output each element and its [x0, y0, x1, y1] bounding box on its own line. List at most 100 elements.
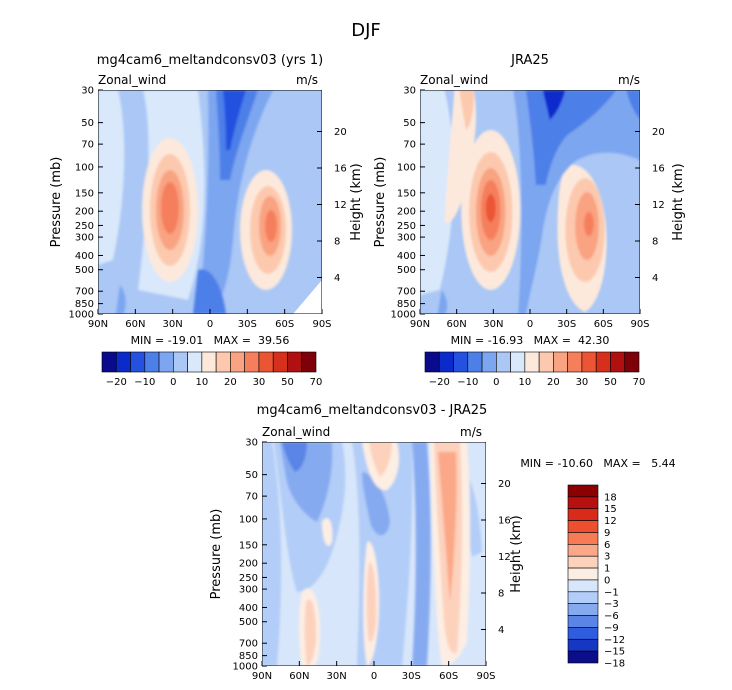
panel-model-colorbar-swatch	[244, 351, 260, 373]
panel-obs-colorbar-swatch	[467, 351, 483, 373]
panel-model-colorbar-swatch	[158, 351, 174, 373]
panel-diff-xtick-label: 60N	[289, 671, 309, 682]
panel-model-ticks: 90N 60N 30N 0 30S 60S 90S 30 50 70 100 150 200 250300…	[69, 86, 347, 331]
panel-model-colorbar: −20 −10 0 10 20 30 50 70	[101, 351, 322, 388]
panel-model-xtick-label: 90N	[88, 319, 108, 330]
panel-obs-plot	[420, 90, 640, 314]
panel-obs-yrtick-label: 16	[652, 163, 665, 174]
panel-diff-yrtick-label: 20	[498, 479, 511, 490]
panel-model-easterly-1	[198, 90, 273, 314]
panel-model-easterly-3	[223, 90, 246, 150]
panel-diff-colorbar-swatch	[567, 532, 599, 545]
panel-diff-colorbar-swatch	[567, 484, 599, 498]
panel-obs-colorbar-swatch	[624, 351, 640, 373]
panel-obs-colorbar-swatch	[581, 351, 597, 373]
panel-model-ylabel: Pressure (mb)	[49, 157, 64, 248]
panel-diff-colorbar-swatch	[567, 615, 599, 628]
panel-obs-colorbar-swatch	[438, 351, 454, 373]
panel-diff-min-max: MIN = -10.60 MAX = 5.44	[520, 457, 675, 470]
panel-model-colorbar-label: −10	[134, 377, 155, 388]
panel-diff-xtick-label: 90N	[252, 671, 272, 682]
panel-diff-title: mg4cam6_meltandconsv03 - JRA25	[257, 403, 488, 418]
panel-obs-colorbar-label: −20	[429, 377, 450, 388]
panel-diff-colorbar-label: −18	[604, 659, 625, 670]
panel-obs-ytick-label: 100	[397, 162, 416, 173]
panel-model-yrtick-label: 12	[334, 200, 347, 211]
panel-model-title: mg4cam6_meltandconsv03 (yrs 1)	[97, 53, 323, 68]
panel-model-ytick-label: 700	[75, 287, 94, 298]
panel-model-colorbar-swatch	[101, 351, 117, 373]
panel-diff-ylabel-right: Height (km)	[509, 515, 524, 592]
panel-model-colorbar-swatch	[115, 351, 131, 373]
panel-diff-ytick-label: 100	[239, 514, 258, 525]
panel-diff-ytick-label: 150	[239, 540, 258, 551]
panel-diff: mg4cam6_meltandconsv03 - JRA25 Zonal_win…	[209, 403, 676, 682]
panel-diff-ytick-label: 250	[239, 573, 258, 584]
panel-model: mg4cam6_meltandconsv03 (yrs 1) Zonal_win…	[49, 53, 364, 388]
panel-obs-colorbar-swatch	[424, 351, 440, 373]
panel-obs-xtick-label: 90N	[410, 319, 430, 330]
panel-model-field-label: Zonal_wind	[98, 73, 166, 87]
panel-obs-yrtick-label: 20	[652, 127, 665, 138]
panel-obs-colorbar-swatch	[595, 351, 611, 373]
panel-obs-jet-n-5	[485, 194, 496, 222]
panel-model-ytick-label: 50	[81, 118, 94, 129]
panel-obs-colorbar-swatch	[453, 351, 469, 373]
panel-model-xtick-label: 60S	[275, 319, 294, 330]
panel-model-colorbar-label: 30	[253, 377, 266, 388]
panel-diff-colorbar-swatch	[567, 496, 599, 510]
panel-diff-colorbar-swatch	[567, 508, 599, 521]
panel-diff-yrtick-label: 4	[498, 625, 504, 636]
panel-diff-xtick-label: 0	[371, 671, 377, 682]
panel-model-colorbar-swatch	[258, 351, 274, 373]
panel-obs-colorbar-label: 30	[576, 377, 589, 388]
panel-model-xtick-label: 30S	[238, 319, 257, 330]
panel-obs-ytick-label: 1000	[391, 310, 416, 321]
panel-model-ytick-label: 30	[81, 86, 94, 97]
panel-obs-colorbar-swatch	[510, 351, 526, 373]
panel-obs-jet-s-4	[584, 212, 594, 236]
panel-diff-colorbar-swatch	[567, 650, 599, 664]
panel-obs-easterly-3	[542, 90, 566, 120]
panel-model-jet-n-4	[161, 182, 179, 234]
panel-obs-ticks: 90N 60N 30N 0 30S 60S 90S 30 50 70 100 150 200 250300…	[391, 86, 665, 331]
panel-diff-colorbar-label: −3	[604, 599, 619, 610]
panel-model-colorbar-swatch	[144, 351, 160, 373]
panel-diff-xtick-label: 30S	[402, 671, 421, 682]
panel-diff-yrtick-label: 16	[498, 515, 511, 526]
panel-diff-xtick-label: 90S	[476, 671, 495, 682]
panel-obs-ytick-label: 850	[397, 299, 416, 310]
panel-diff-colorbar-label: 6	[604, 540, 610, 551]
panel-model-colorbar-swatch	[230, 351, 245, 373]
panel-model-yrtick-label: 4	[334, 273, 340, 284]
panel-model-colorbar-label: 0	[170, 377, 176, 388]
panel-obs-ytick-label: 250	[397, 221, 416, 232]
panel-obs-ytick-label: 400	[397, 251, 416, 262]
panel-model-xtick-label: 30N	[163, 319, 183, 330]
panel-model-colorbar-swatch	[187, 351, 203, 373]
panel-diff-ylabel: Pressure (mb)	[209, 509, 224, 600]
panel-diff-ytick-label: 50	[245, 470, 258, 481]
panel-diff-ytick-label: 850	[239, 651, 258, 662]
panel-diff-colorbar-swatch	[567, 567, 599, 581]
panel-obs-surface-n	[437, 290, 448, 314]
panel-obs-ytick-label: 70	[403, 140, 416, 151]
panel-obs-ytick-label: 150	[397, 188, 416, 199]
panel-diff-ytick-label: 1000	[233, 662, 258, 673]
panel-obs-easterly-se	[626, 90, 640, 120]
panel-model-yrtick-label: 8	[334, 236, 340, 247]
panel-obs-ylabel: Pressure (mb)	[373, 157, 388, 248]
panel-model-colorbar-swatch	[173, 351, 188, 373]
panel-model-jet-s-4	[265, 210, 277, 242]
panel-obs-min-max: MIN = -16.93 MAX = 42.30	[451, 334, 610, 347]
panel-obs-xtick-label: 30N	[483, 319, 503, 330]
panel-obs-yrtick-label: 12	[652, 200, 665, 211]
panel-obs-colorbar-label: 70	[633, 377, 646, 388]
panel-obs-xtick-label: 60S	[594, 319, 613, 330]
panel-model-ytick-label: 400	[75, 251, 94, 262]
panel-obs-colorbar-swatch	[553, 351, 568, 373]
panel-obs-colorbar-swatch	[538, 351, 554, 373]
panel-diff-xtick-label: 30N	[327, 671, 347, 682]
